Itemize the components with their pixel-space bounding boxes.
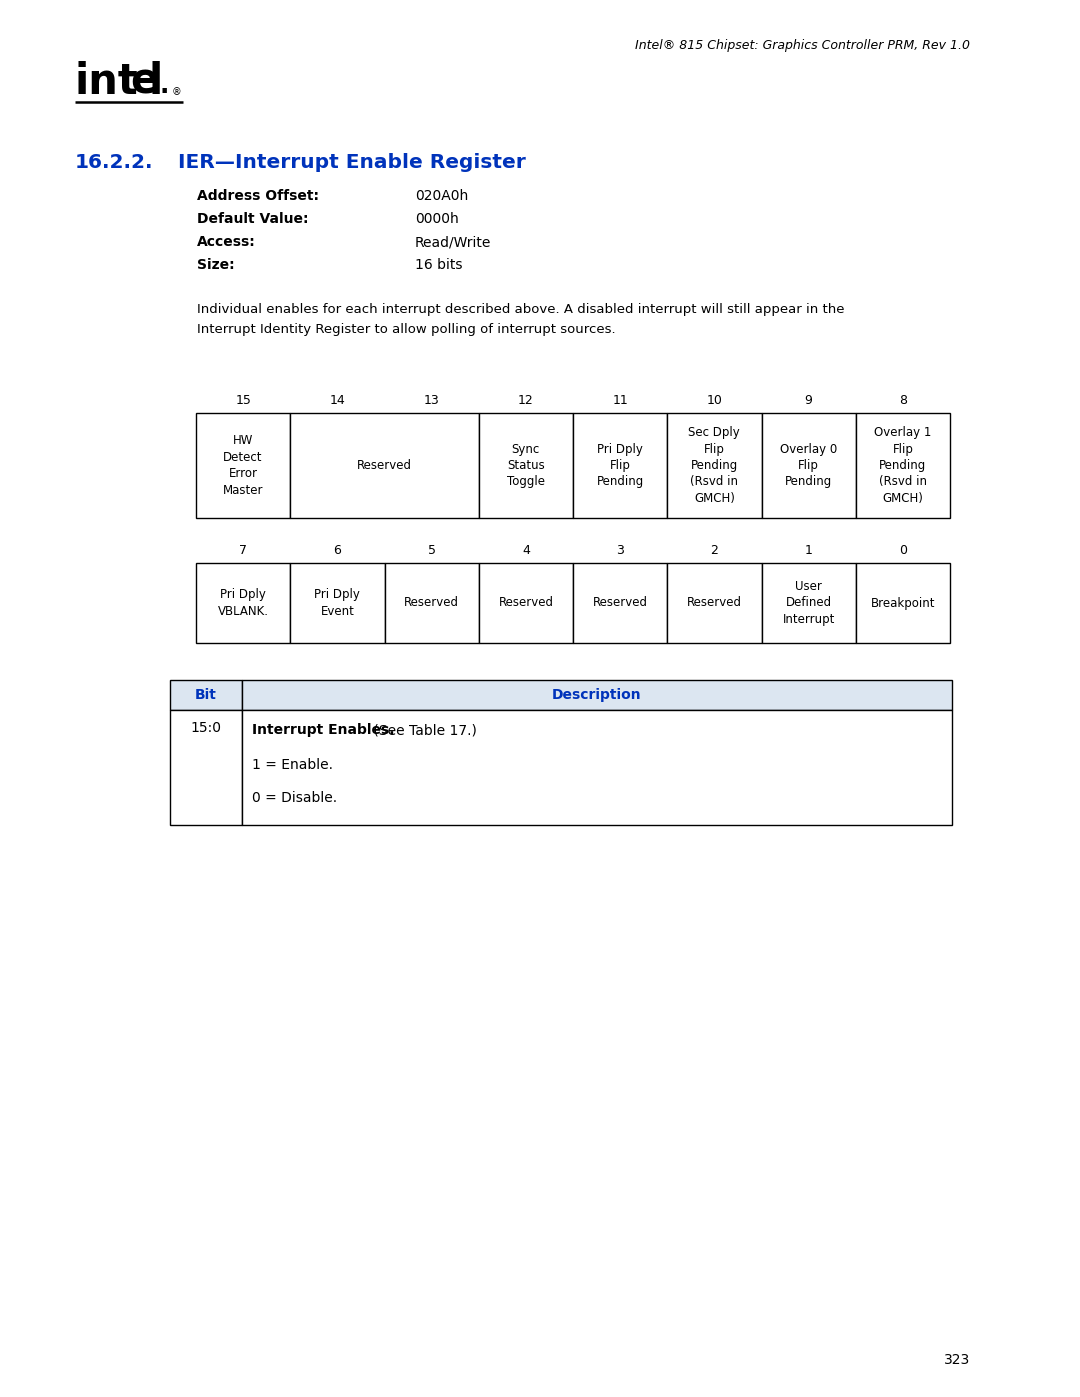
Bar — [195, 414, 291, 518]
Text: Pri Dply
Flip
Pending: Pri Dply Flip Pending — [596, 443, 644, 489]
Text: Individual enables for each interrupt described above. A disabled interrupt will: Individual enables for each interrupt de… — [197, 303, 845, 317]
Bar — [291, 563, 384, 643]
Text: Reserved: Reserved — [357, 460, 411, 472]
Text: Reserved: Reserved — [404, 597, 459, 609]
Bar — [170, 680, 242, 710]
Text: User
Defined
Interrupt: User Defined Interrupt — [782, 580, 835, 626]
Text: 2: 2 — [711, 543, 718, 556]
Text: 16 bits: 16 bits — [415, 258, 462, 272]
Text: 13: 13 — [423, 394, 440, 407]
Bar — [573, 563, 667, 643]
Text: Size:: Size: — [197, 258, 234, 272]
Text: 10: 10 — [706, 394, 723, 407]
Text: 12: 12 — [518, 394, 534, 407]
Bar — [242, 710, 951, 826]
Text: int: int — [75, 61, 138, 103]
Text: 15: 15 — [235, 394, 251, 407]
Bar — [478, 563, 573, 643]
Text: 6: 6 — [334, 543, 341, 556]
Bar — [291, 414, 478, 518]
Text: Pri Dply
VBLANK.: Pri Dply VBLANK. — [218, 588, 269, 617]
Text: .: . — [160, 74, 170, 98]
Text: IER—Interrupt Enable Register: IER—Interrupt Enable Register — [178, 152, 526, 172]
Text: 1 = Enable.: 1 = Enable. — [252, 759, 333, 773]
Text: 020A0h: 020A0h — [415, 189, 469, 203]
Text: (See Table 17.): (See Table 17.) — [369, 724, 477, 738]
Text: HW
Detect
Error
Master: HW Detect Error Master — [222, 434, 264, 497]
Text: 7: 7 — [239, 543, 247, 556]
Text: 9: 9 — [805, 394, 812, 407]
Bar — [384, 563, 478, 643]
Bar — [667, 563, 761, 643]
Text: Breakpoint: Breakpoint — [870, 597, 935, 609]
Text: 4: 4 — [522, 543, 530, 556]
Text: ®: ® — [172, 87, 181, 96]
Text: Interrupt Identity Register to allow polling of interrupt sources.: Interrupt Identity Register to allow pol… — [197, 324, 616, 337]
Text: Reserved: Reserved — [498, 597, 553, 609]
Text: 1: 1 — [805, 543, 812, 556]
Text: 14: 14 — [329, 394, 346, 407]
Text: Access:: Access: — [197, 235, 256, 249]
Text: e: e — [130, 61, 159, 103]
Bar — [478, 414, 573, 518]
Text: Reserved: Reserved — [687, 597, 742, 609]
Text: 3: 3 — [617, 543, 624, 556]
Text: Bit: Bit — [195, 687, 217, 703]
Bar — [761, 414, 855, 518]
Text: Interrupt Enables.: Interrupt Enables. — [252, 724, 394, 738]
Bar — [573, 414, 667, 518]
Text: Intel® 815 Chipset: Graphics Controller PRM, Rev 1.0: Intel® 815 Chipset: Graphics Controller … — [635, 39, 970, 52]
Text: Sync
Status
Toggle: Sync Status Toggle — [507, 443, 545, 489]
Text: 15:0: 15:0 — [190, 721, 221, 735]
Text: 8: 8 — [899, 394, 907, 407]
Text: 0 = Disable.: 0 = Disable. — [252, 791, 337, 805]
Text: 16.2.2.: 16.2.2. — [75, 152, 153, 172]
Bar — [855, 414, 950, 518]
Text: Reserved: Reserved — [593, 597, 648, 609]
Text: 0: 0 — [899, 543, 907, 556]
Text: l: l — [148, 61, 162, 103]
Text: 0000h: 0000h — [415, 212, 459, 226]
Bar — [855, 563, 950, 643]
Text: Pri Dply
Event: Pri Dply Event — [314, 588, 361, 617]
Text: Overlay 0
Flip
Pending: Overlay 0 Flip Pending — [780, 443, 837, 489]
Text: Default Value:: Default Value: — [197, 212, 309, 226]
Text: 5: 5 — [428, 543, 435, 556]
Bar — [667, 414, 761, 518]
Bar — [761, 563, 855, 643]
Text: 323: 323 — [944, 1354, 970, 1368]
Bar — [242, 680, 951, 710]
Text: Sec Dply
Flip
Pending
(Rsvd in
GMCH): Sec Dply Flip Pending (Rsvd in GMCH) — [689, 426, 740, 504]
Text: Address Offset:: Address Offset: — [197, 189, 319, 203]
Bar — [170, 710, 242, 826]
Text: Read/Write: Read/Write — [415, 235, 491, 249]
Text: Description: Description — [552, 687, 642, 703]
Text: 11: 11 — [612, 394, 627, 407]
Bar — [195, 563, 291, 643]
Text: Overlay 1
Flip
Pending
(Rsvd in
GMCH): Overlay 1 Flip Pending (Rsvd in GMCH) — [874, 426, 932, 504]
